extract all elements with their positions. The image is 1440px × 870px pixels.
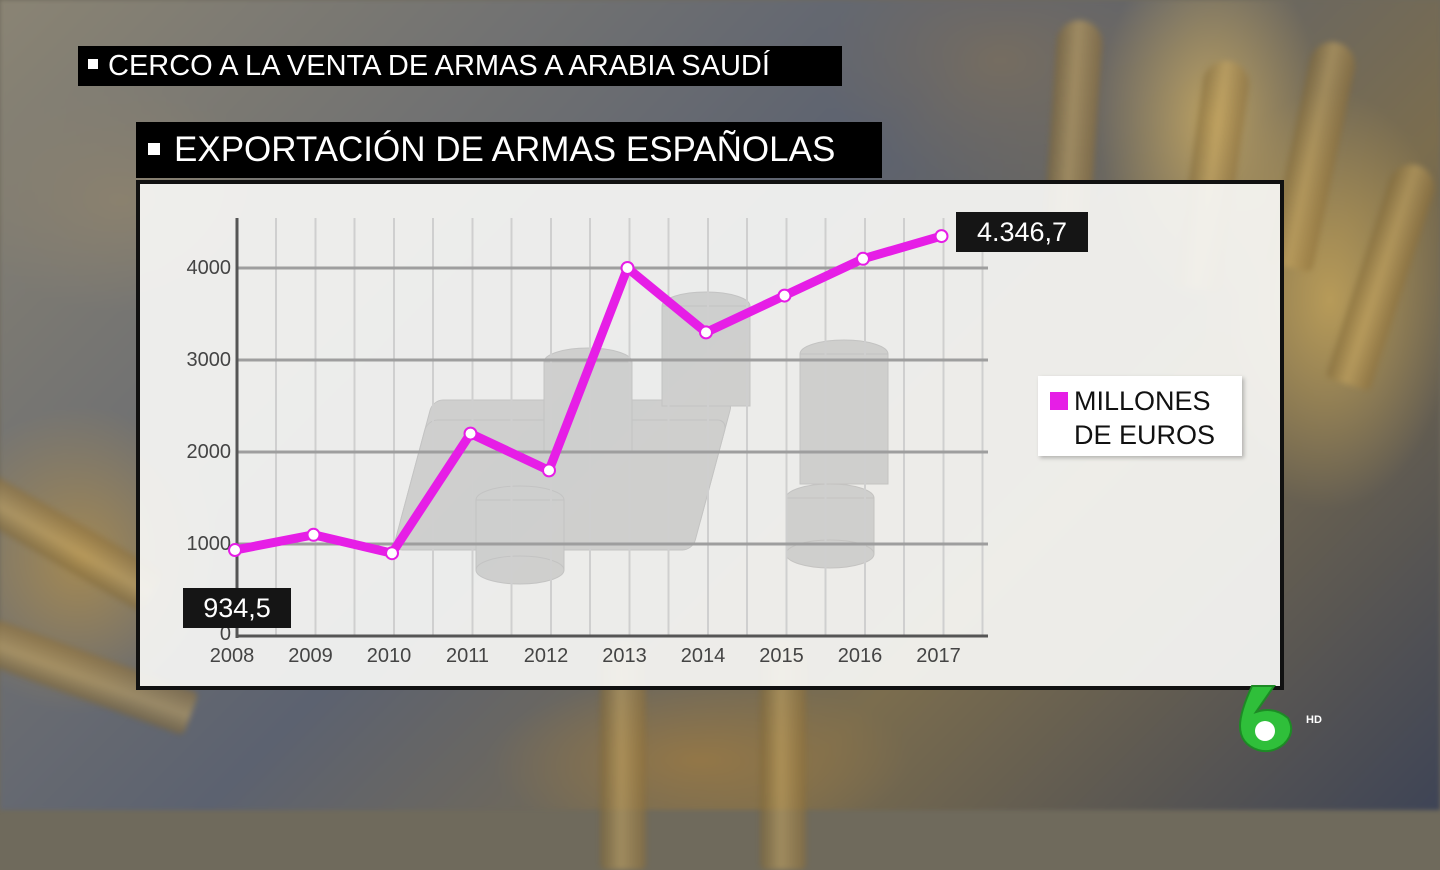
first-value-label: 934,5 — [183, 588, 291, 628]
x-tick-label: 2008 — [210, 645, 255, 667]
chart-title-text: EXPORTACIÓN DE ARMAS ESPAÑOLAS — [174, 130, 836, 169]
x-tick-label: 2013 — [602, 645, 647, 667]
data-point — [306, 527, 321, 542]
money-illustration-icon — [394, 291, 889, 585]
x-tick-label: 2016 — [838, 645, 883, 667]
top-headline-text: CERCO A LA VENTA DE ARMAS A ARABIA SAUDÍ — [108, 50, 770, 82]
chart-axes — [235, 218, 988, 638]
y-tick-label: 4000 — [187, 257, 232, 279]
legend-label: MILLONES DE EUROS — [1074, 386, 1216, 450]
la-sexta-logo-icon — [1238, 685, 1293, 753]
top-headline-strip: CERCO A LA VENTA DE ARMAS A ARABIA SAUDÍ — [78, 46, 842, 86]
y-tick-label: 1000 — [187, 533, 232, 555]
y-axis-ticks: 0 1000 2000 3000 4000 — [187, 257, 232, 645]
legend-swatch — [1050, 392, 1068, 410]
data-point — [542, 463, 556, 478]
hd-badge: HD — [1306, 714, 1322, 726]
data-point — [777, 288, 792, 303]
data-point — [856, 251, 870, 266]
x-tick-label: 2014 — [681, 645, 726, 667]
x-tick-label: 2012 — [524, 645, 569, 667]
data-point — [934, 229, 949, 244]
data-point — [463, 426, 478, 441]
data-point — [385, 546, 399, 561]
x-tick-label: 2010 — [367, 645, 412, 667]
series-line — [228, 229, 949, 561]
data-point — [699, 325, 713, 340]
series-line-path — [230, 231, 946, 558]
bullet-square-icon — [148, 142, 160, 155]
y-tick-label: 2000 — [187, 441, 232, 463]
x-axis-ticks: 2008 2009 2010 2011 2012 2013 2014 2015 2016 2017 — [210, 645, 961, 667]
x-tick-label: 2015 — [759, 645, 804, 667]
data-point — [620, 261, 635, 275]
x-tick-label: 2017 — [916, 645, 961, 667]
chart-title-strip: EXPORTACIÓN DE ARMAS ESPAÑOLAS — [136, 122, 882, 178]
bullet-square-icon — [88, 59, 98, 70]
y-tick-label: 0 — [220, 623, 231, 645]
x-tick-label: 2009 — [288, 645, 333, 667]
y-tick-label: 3000 — [187, 349, 232, 371]
last-value-label: 4.346,7 — [956, 212, 1088, 252]
data-point — [228, 543, 242, 558]
chart-legend: MILLONES DE EUROS — [1038, 376, 1242, 456]
x-tick-label: 2011 — [446, 645, 489, 667]
